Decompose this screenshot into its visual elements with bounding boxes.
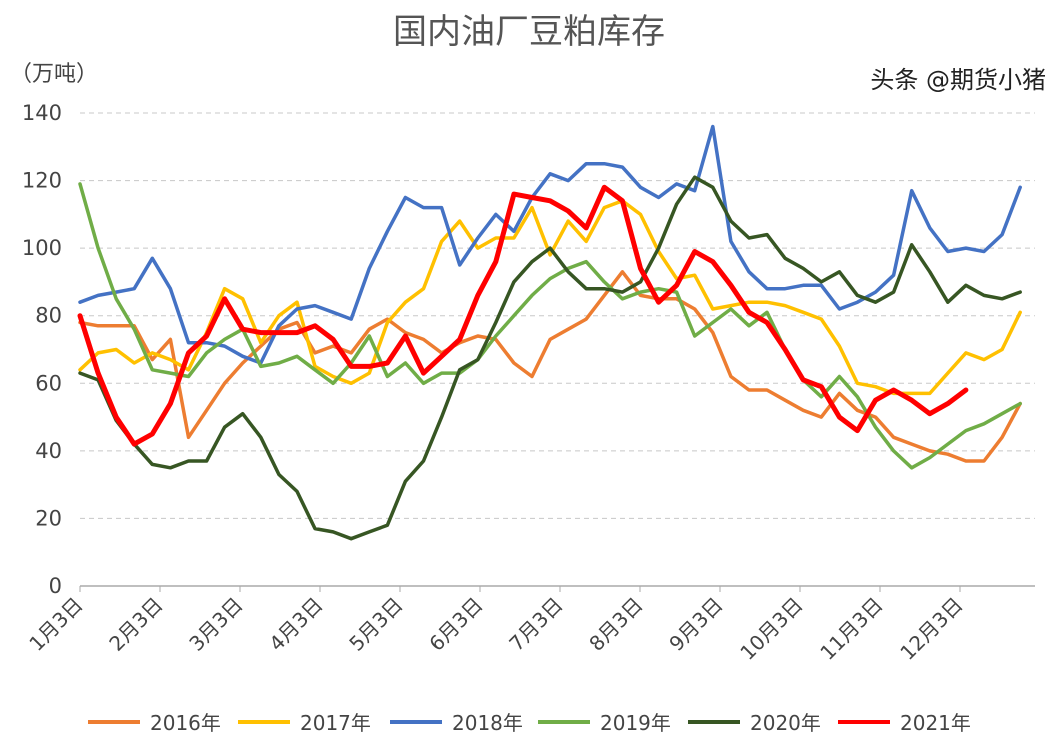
x-tick-label: 4月3日 [264, 593, 327, 656]
y-tick-label: 100 [22, 236, 62, 260]
x-tick-label: 2月3日 [104, 593, 167, 656]
y-tick-label: 140 [22, 101, 62, 125]
chart-title: 国内油厂豆粕库存 [393, 12, 665, 52]
series-line-2021 [77, 184, 969, 447]
x-tick-label: 5月3日 [344, 593, 407, 656]
x-tick-label: 6月3日 [424, 593, 487, 656]
y-tick-label: 60 [35, 371, 62, 395]
x-tick-label: 7月3日 [504, 593, 567, 656]
y-axis-ticks: 0 20 40 60 80 100 120 140 [22, 101, 62, 598]
x-axis: 1月3日 2月3日 3月3日 4月3日 5月3日 6月3日 7月3日 8月3日 9月3日 10月3… [24, 585, 1035, 665]
x-tick-label: 12月3日 [895, 593, 967, 665]
legend-label: 2021年 [900, 711, 971, 735]
x-tick-label: 3月3日 [184, 593, 247, 656]
x-tick-label: 10月3日 [735, 593, 807, 665]
series-line-2017 [78, 199, 1022, 396]
y-tick-label: 20 [35, 506, 62, 530]
y-tick-label: 120 [22, 169, 62, 193]
watermark: 头条 @期货小猪 [870, 66, 1046, 94]
y-tick-label: 0 [49, 574, 62, 598]
legend: 2016年 2017年 2018年 2019年 2020年 2021年 [88, 711, 971, 735]
legend-label: 2016年 [150, 711, 221, 735]
series-lines [77, 124, 1022, 541]
legend-label: 2018年 [452, 711, 523, 735]
x-tick-label: 11月3日 [815, 593, 887, 665]
legend-label: 2017年 [300, 711, 371, 735]
series-line-2018 [78, 124, 1022, 365]
x-tick-label: 9月3日 [664, 593, 727, 656]
series-line-2016 [78, 270, 1022, 463]
series-line-2020 [78, 175, 1022, 541]
legend-label: 2019年 [600, 711, 671, 735]
x-tick-label: 8月3日 [584, 593, 647, 656]
x-tick-label: 1月3日 [24, 593, 87, 656]
y-tick-label: 80 [35, 304, 62, 328]
gridlines [80, 112, 1035, 519]
series-line-2019 [78, 182, 1022, 470]
y-tick-label: 40 [35, 439, 62, 463]
y-axis-unit-label: （万吨） [10, 62, 99, 87]
legend-label: 2020年 [750, 711, 821, 735]
